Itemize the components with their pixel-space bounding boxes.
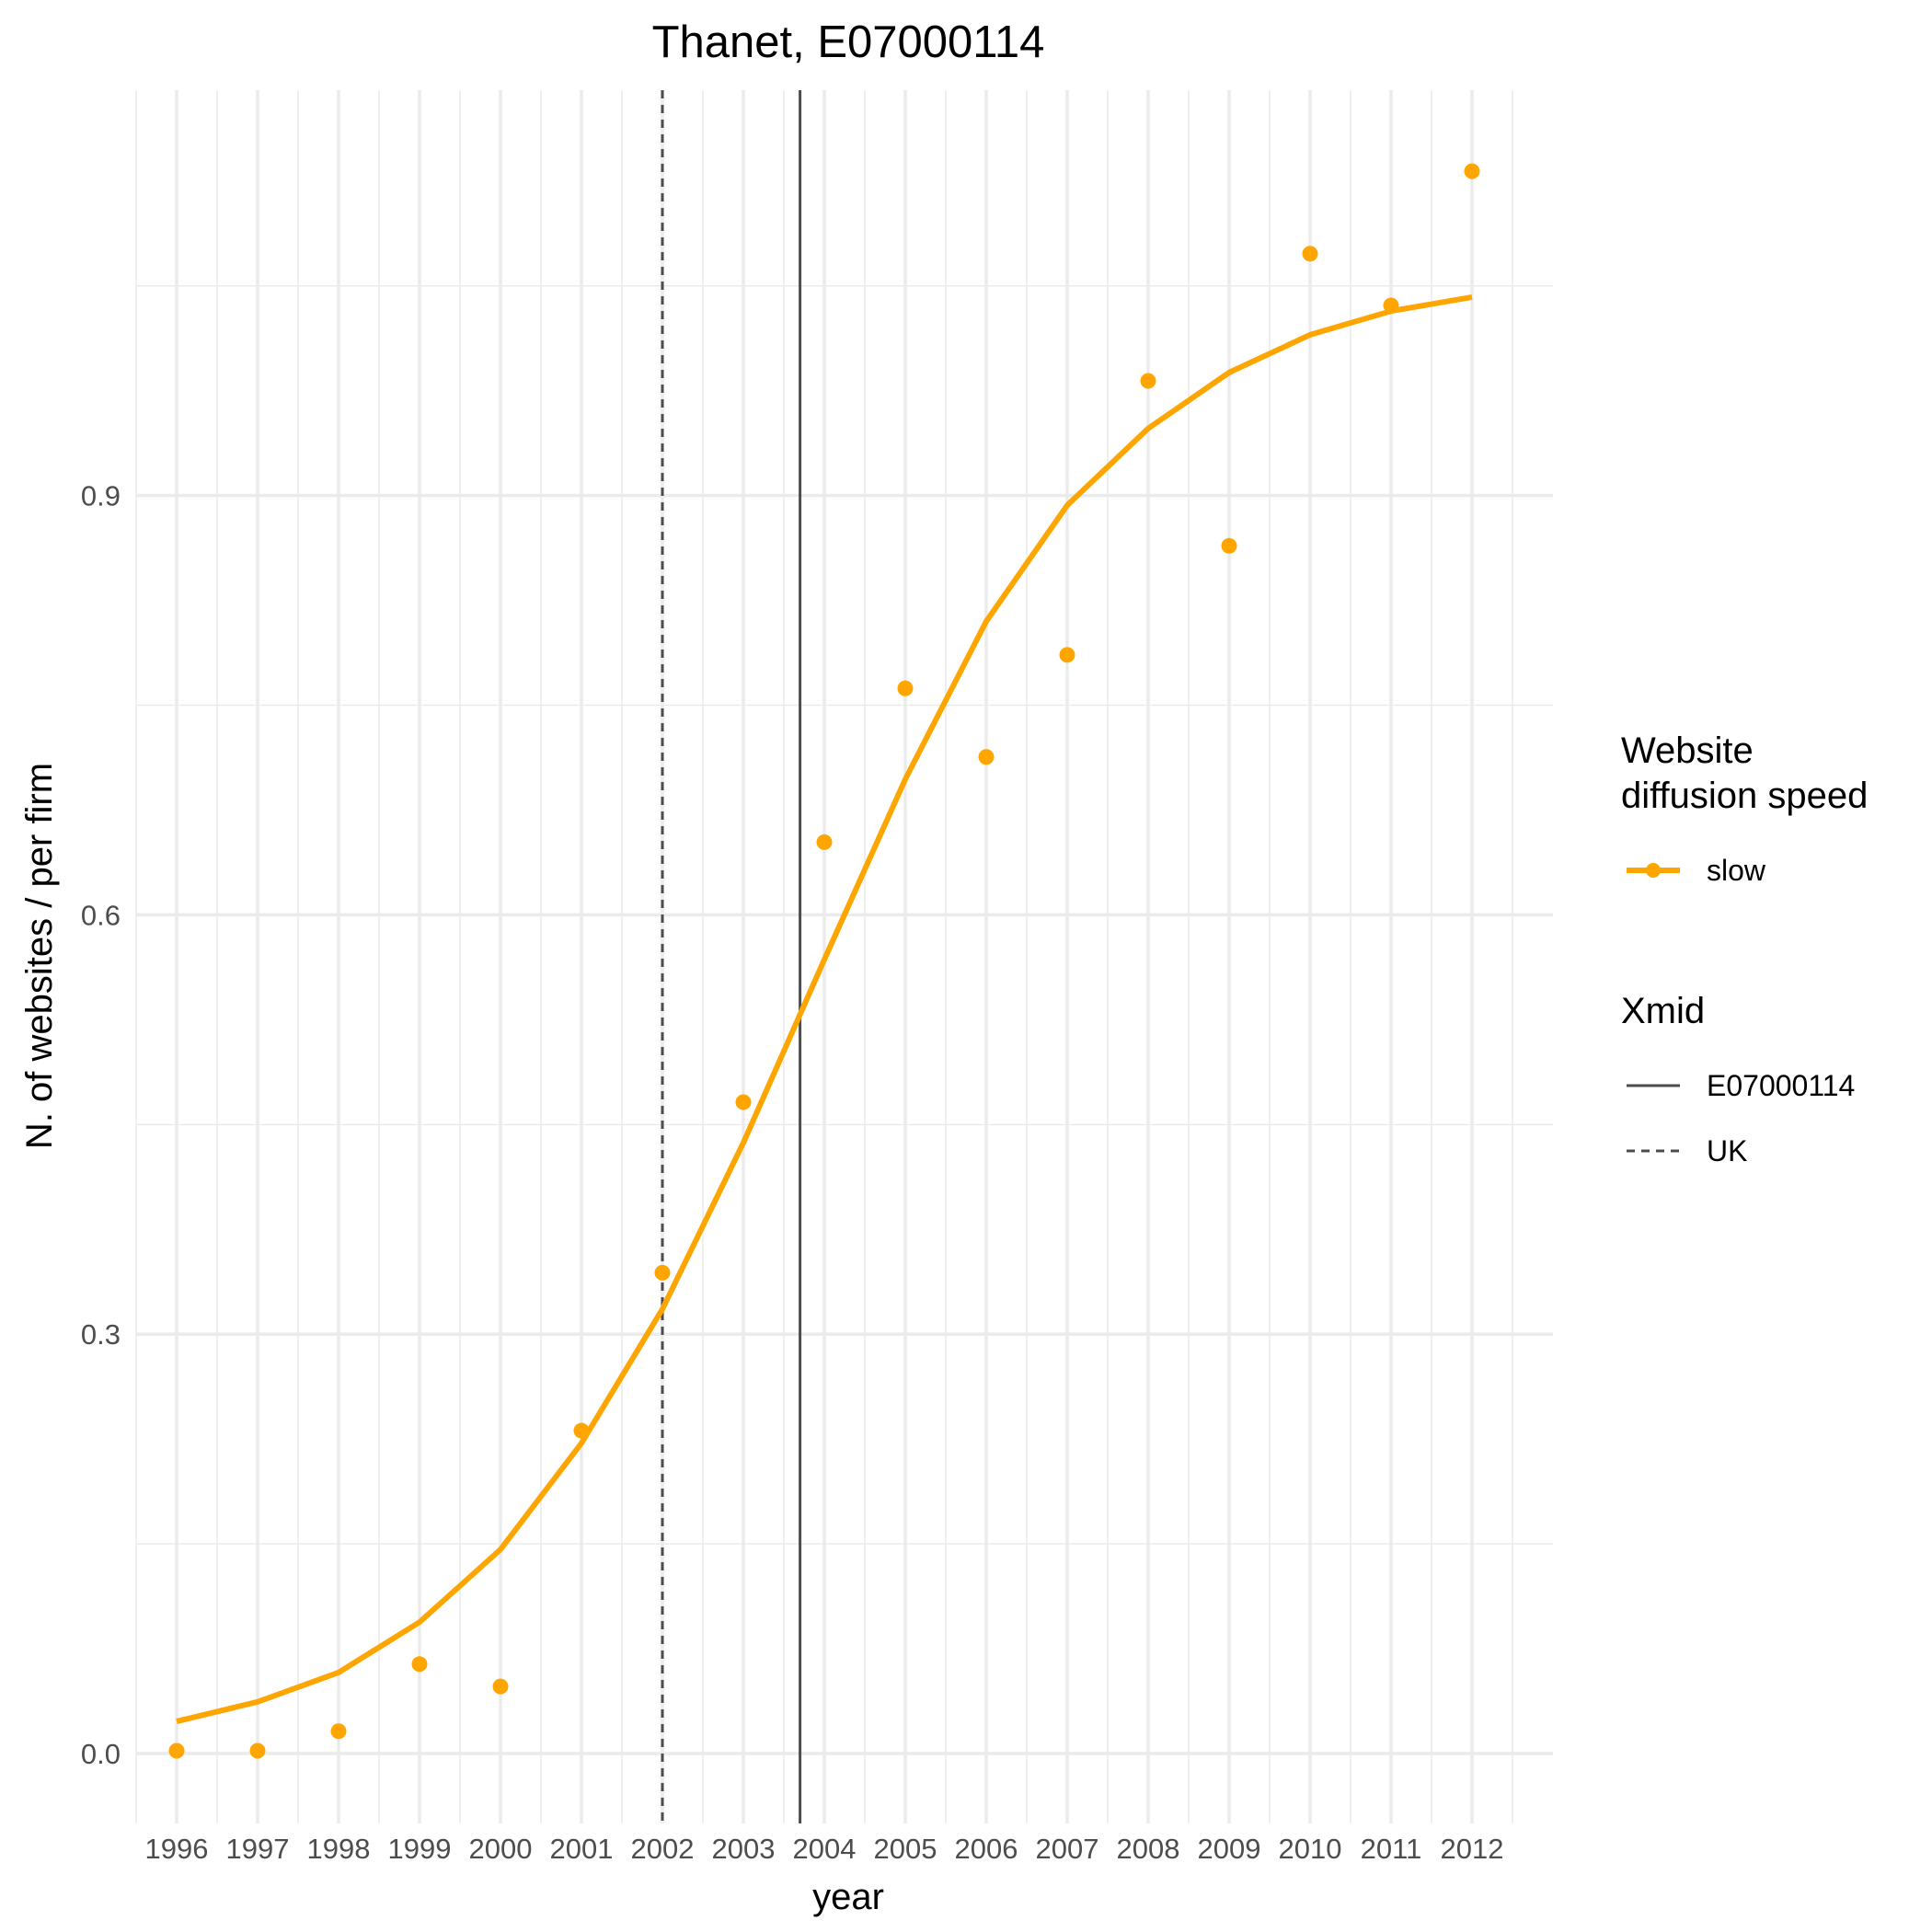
x-tick-label: 2009 [1198,1833,1261,1865]
x-tick-label: 1998 [307,1833,371,1865]
data-point-2005 [897,680,914,696]
data-point-2006 [978,749,995,765]
legend-color-title-line2: diffusion speed [1621,776,1868,816]
x-tick-label: 2006 [955,1833,1018,1865]
legend-entry-slow: slow [1707,854,1766,887]
y-tick-label: 0.9 [81,480,121,512]
chart-title: Thanet, E07000114 [652,17,1045,67]
x-tick-label: 2005 [874,1833,937,1865]
y-tick-label: 0.3 [81,1318,121,1351]
data-point-1997 [249,1742,266,1759]
y-axis-ticks: 0.0 0.3 0.6 0.9 [81,480,121,1770]
series-slow-fitted-line [176,293,1473,1725]
series-layer [168,163,1480,1759]
x-tick-label: 2003 [712,1833,776,1865]
data-point-2001 [573,1422,590,1439]
legend: Website diffusion speed slow Xmid E07000… [1621,730,1868,1167]
x-axis-ticks: 1996 1997 1998 1999 2000 2001 2002 2003 2004 2005… [145,1833,1504,1865]
data-point-2000 [492,1678,509,1695]
x-tick-label: 2012 [1441,1833,1504,1865]
data-point-2004 [816,834,833,850]
y-tick-label: 0.6 [81,899,121,931]
data-point-2012 [1464,163,1480,179]
data-point-2007 [1059,647,1075,663]
data-point-2010 [1302,246,1318,262]
data-point-2002 [654,1264,671,1281]
data-point-1996 [168,1742,185,1759]
x-tick-label: 2001 [550,1833,614,1865]
data-point-1998 [330,1723,347,1740]
reference-lines [661,90,802,1823]
x-tick-label: 1999 [388,1833,452,1865]
x-axis-title: year [812,1877,884,1917]
data-point-2009 [1221,537,1237,554]
x-tick-label: 2011 [1361,1833,1422,1865]
legend-entry-uk: UK [1707,1134,1747,1167]
x-tick-label: 2004 [793,1833,857,1865]
y-tick-label: 0.0 [81,1738,121,1770]
data-point-2003 [735,1094,752,1110]
y-axis-title: N. of websites / per firm [19,763,60,1149]
legend-key-slow-point [1646,863,1661,878]
legend-entry-e07000114: E07000114 [1707,1069,1855,1102]
data-point-1999 [411,1656,428,1673]
x-tick-label: 2000 [469,1833,533,1865]
grid [135,90,1553,1823]
x-tick-label: 2008 [1117,1833,1180,1865]
x-tick-label: 1996 [145,1833,209,1865]
x-tick-label: 1997 [226,1833,290,1865]
x-tick-label: 2002 [631,1833,695,1865]
legend-xmid-title: Xmid [1621,991,1705,1031]
legend-color-title-line1: Website [1621,730,1754,771]
data-point-2011 [1383,297,1399,314]
data-point-2008 [1140,373,1156,389]
x-tick-label: 2010 [1279,1833,1342,1865]
x-tick-label: 2007 [1036,1833,1099,1865]
